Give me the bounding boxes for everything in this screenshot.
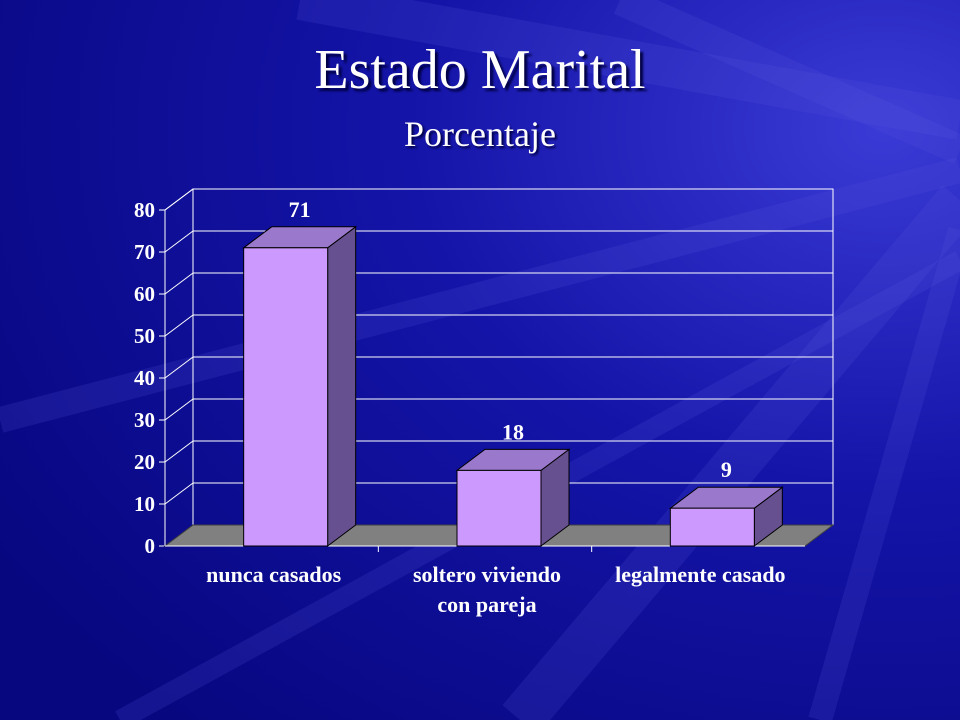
x-tick-label: soltero viviendo con pareja	[413, 562, 561, 617]
bar	[243, 247, 329, 547]
y-tick-label: 30	[134, 408, 155, 432]
slide-subtitle: Porcentaje	[404, 114, 556, 154]
y-tick-label: 60	[134, 282, 155, 306]
x-tick-label-line: nunca casados	[206, 562, 342, 587]
gridline-diagonal	[164, 482, 194, 505]
data-label: 18	[502, 419, 524, 444]
bar	[669, 507, 755, 547]
x-tick-label-line: soltero viviendo	[413, 562, 561, 587]
bar	[456, 469, 542, 547]
y-tick-label: 10	[134, 492, 155, 516]
gridline-diagonal	[164, 398, 194, 421]
x-tick-label: nunca casados	[206, 562, 342, 587]
y-tick-label: 80	[134, 198, 155, 222]
data-label: 9	[721, 457, 732, 482]
gridline-diagonal	[164, 440, 194, 463]
bar-side	[327, 225, 357, 547]
x-tick-label-line: legalmente casado	[615, 562, 785, 587]
gridline-diagonal	[164, 272, 194, 295]
x-tick-label-line: con pareja	[437, 592, 536, 617]
gridline-diagonal	[164, 314, 194, 337]
gridline-diagonal	[164, 356, 194, 379]
data-label: 71	[289, 197, 311, 222]
x-tick-label: legalmente casado	[615, 562, 785, 587]
gridline-diagonal	[164, 188, 194, 211]
y-tick-label: 20	[134, 450, 155, 474]
y-tick-label: 50	[134, 324, 155, 348]
y-tick-label: 40	[134, 366, 155, 390]
slide-title: Estado Marital	[314, 39, 646, 101]
y-tick-label: 0	[145, 534, 156, 558]
y-tick-label: 70	[134, 240, 155, 264]
gridline-diagonal	[164, 230, 194, 253]
